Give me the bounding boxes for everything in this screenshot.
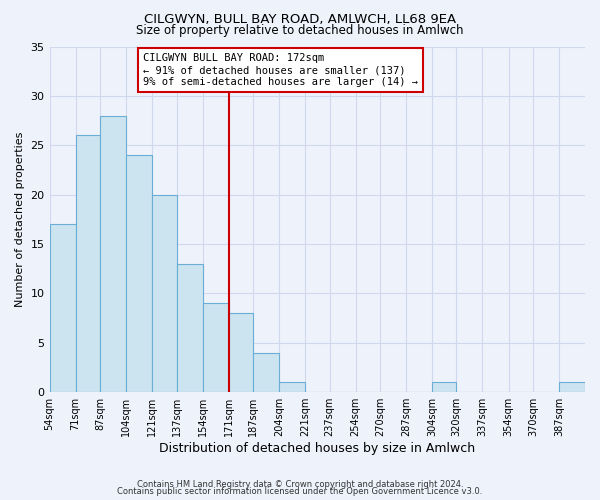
Y-axis label: Number of detached properties: Number of detached properties bbox=[15, 132, 25, 307]
Text: CILGWYN BULL BAY ROAD: 172sqm
← 91% of detached houses are smaller (137)
9% of s: CILGWYN BULL BAY ROAD: 172sqm ← 91% of d… bbox=[143, 54, 418, 86]
Bar bbox=[559, 382, 585, 392]
Bar bbox=[50, 224, 76, 392]
Bar bbox=[432, 382, 457, 392]
Bar bbox=[176, 264, 203, 392]
Text: Size of property relative to detached houses in Amlwch: Size of property relative to detached ho… bbox=[136, 24, 464, 37]
Text: Contains HM Land Registry data © Crown copyright and database right 2024.: Contains HM Land Registry data © Crown c… bbox=[137, 480, 463, 489]
Bar bbox=[279, 382, 305, 392]
Text: CILGWYN, BULL BAY ROAD, AMLWCH, LL68 9EA: CILGWYN, BULL BAY ROAD, AMLWCH, LL68 9EA bbox=[144, 12, 456, 26]
Bar bbox=[253, 352, 279, 392]
Bar bbox=[203, 304, 229, 392]
Bar bbox=[126, 155, 152, 392]
Bar bbox=[76, 136, 100, 392]
Text: Contains public sector information licensed under the Open Government Licence v3: Contains public sector information licen… bbox=[118, 487, 482, 496]
Bar bbox=[100, 116, 126, 392]
X-axis label: Distribution of detached houses by size in Amlwch: Distribution of detached houses by size … bbox=[159, 442, 475, 455]
Bar bbox=[229, 313, 253, 392]
Bar bbox=[152, 194, 176, 392]
